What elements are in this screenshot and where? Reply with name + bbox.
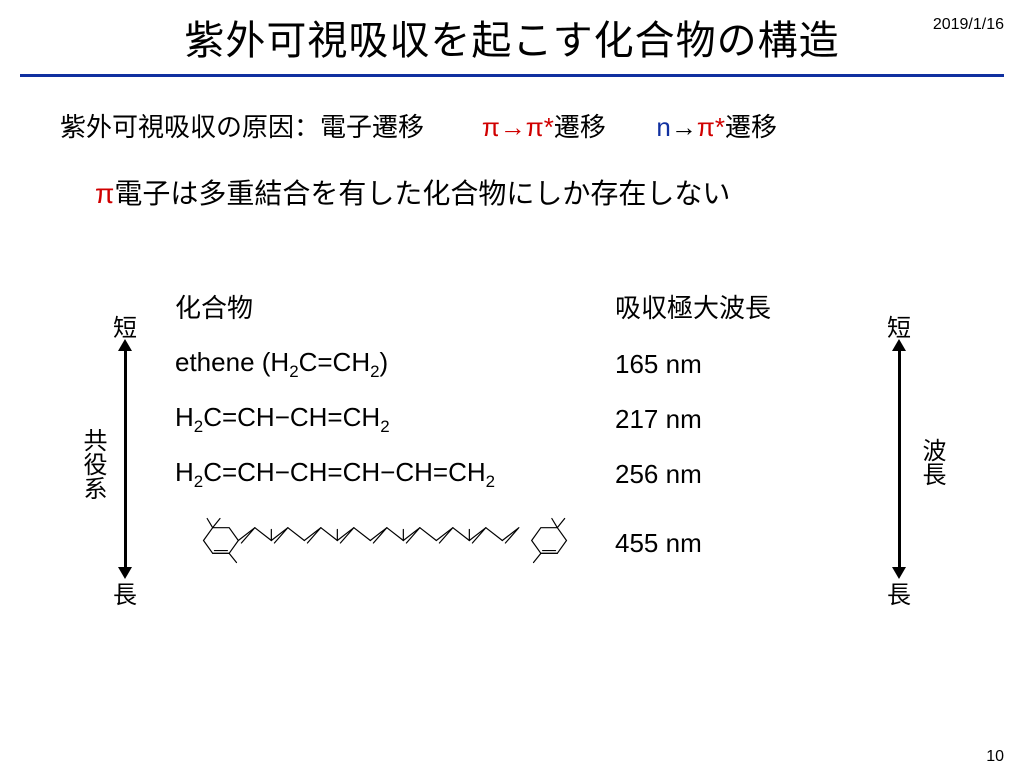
statement-rest: 電子は多重結合を有した化合物にしか存在しない	[114, 178, 730, 209]
header-compound: 化合物	[175, 288, 615, 325]
arrow-1: →	[500, 112, 526, 142]
table-row: H2C=CH−CH=CH−CH=CH2256 nm	[175, 457, 835, 492]
table-row: ethene (H2C=CH2)165 nm	[175, 347, 835, 382]
right-axis: 短 波長 長	[879, 308, 919, 668]
right-axis-bottom: 長	[879, 575, 919, 610]
n-pi-transition: n→π*	[656, 112, 725, 142]
header-lambda: 吸収極大波長	[615, 288, 835, 325]
data-area: 短 共役系 長 短 波長 長 化合物 吸収極大波長 ethene (H2C=CH…	[60, 288, 964, 716]
compound-cell: H2C=CH−CH=CH2	[175, 402, 615, 437]
table-header: 化合物 吸収極大波長	[175, 288, 835, 325]
lambda-cell: 165 nm	[615, 349, 835, 380]
transition-tail-2: 遷移	[725, 112, 777, 142]
right-axis-label: 波長	[914, 438, 949, 486]
left-axis-bottom: 長	[105, 575, 145, 610]
page-number: 10	[986, 748, 1004, 766]
page-title: 紫外可視吸収を起こす化合物の構造	[0, 8, 1024, 66]
cause-line: 紫外可視吸収の原因：電子遷移 π→π*遷移 n→π*遷移	[60, 107, 1024, 144]
title-rule	[20, 74, 1004, 77]
right-axis-arrow	[898, 349, 901, 569]
lambda-cell: 455 nm	[615, 528, 835, 559]
pistar-2: π*	[697, 112, 725, 142]
molecule-structure-icon	[175, 513, 595, 568]
pi-electron-statement: π電子は多重結合を有した化合物にしか存在しない	[95, 172, 1024, 212]
compound-cell	[175, 513, 615, 575]
right-axis-top: 短	[879, 308, 919, 343]
pi-pi-transition: π→π*	[482, 112, 554, 142]
lambda-cell: 256 nm	[615, 459, 835, 490]
n-symbol: n	[656, 112, 670, 142]
date-label: 2019/1/16	[933, 16, 1004, 34]
table-row: 455 nm	[175, 513, 835, 575]
cause-text: 紫外可視吸収の原因：電子遷移	[60, 112, 424, 142]
pistar-1: π*	[526, 112, 554, 142]
left-axis-arrow	[124, 349, 127, 569]
arrow-2: →	[671, 112, 697, 142]
compound-table: 化合物 吸収極大波長 ethene (H2C=CH2)165 nmH2C=CH−…	[175, 288, 835, 595]
pi-symbol: π	[482, 112, 500, 142]
compound-cell: ethene (H2C=CH2)	[175, 347, 615, 382]
pi-symbol-2: π	[95, 178, 114, 209]
lambda-cell: 217 nm	[615, 404, 835, 435]
table-row: H2C=CH−CH=CH2217 nm	[175, 402, 835, 437]
left-axis: 短 共役系 長	[105, 308, 145, 668]
compound-cell: H2C=CH−CH=CH−CH=CH2	[175, 457, 615, 492]
transition-tail-1: 遷移	[554, 112, 606, 142]
left-axis-top: 短	[105, 308, 145, 343]
left-axis-label: 共役系	[75, 428, 110, 500]
